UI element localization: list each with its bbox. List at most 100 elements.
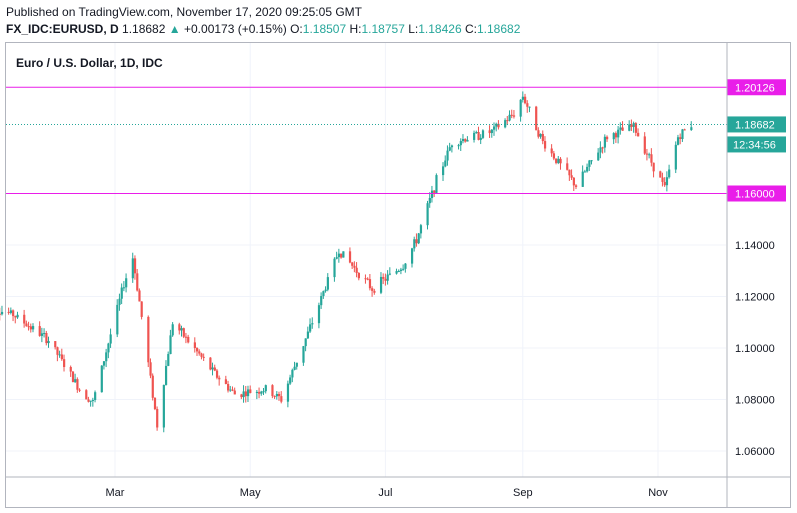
candle-body — [227, 383, 230, 391]
candle-body — [637, 132, 640, 137]
candle-body — [286, 383, 290, 402]
candle-body — [9, 310, 13, 313]
candle-body — [492, 126, 496, 130]
published-caption: Published on TradingView.com, November 1… — [6, 5, 362, 19]
candle-body — [60, 354, 64, 360]
y-tick-label: 1.14000 — [735, 240, 775, 252]
candle-body — [357, 272, 360, 279]
candle-body — [180, 328, 183, 331]
candle-body — [264, 385, 267, 392]
candle-body — [413, 239, 416, 249]
candle-body — [645, 153, 649, 155]
candle-body — [320, 296, 323, 306]
candle-body — [202, 356, 205, 358]
candle-body — [91, 399, 95, 401]
candle-body — [510, 114, 513, 116]
candle-body — [196, 348, 199, 352]
symbol-name: FX_IDC:EURUSD, D — [6, 22, 119, 36]
candle-body — [337, 253, 341, 258]
candle-body — [209, 357, 212, 370]
candle-body — [495, 123, 498, 127]
candle-body — [399, 269, 403, 271]
candle-body — [89, 400, 92, 402]
candle-body — [435, 175, 438, 193]
candle-body — [342, 251, 345, 258]
level-price-label: 1.16000 — [735, 189, 775, 201]
candle-body — [619, 127, 622, 130]
candle-body — [271, 385, 274, 397]
change-value: +0.00173 (+0.15%) — [184, 22, 287, 36]
y-tick-label: 1.06000 — [735, 446, 775, 458]
candle-body — [295, 362, 298, 367]
candle-body — [0, 313, 1, 315]
candle-body — [56, 347, 59, 355]
candle-body — [543, 141, 547, 149]
candle-body — [382, 276, 385, 279]
candle-body — [151, 375, 154, 398]
candle-body — [289, 377, 292, 384]
candle-body — [614, 133, 618, 138]
level-price-label: 1.20126 — [735, 82, 775, 94]
candle-body — [260, 391, 263, 394]
candle-body — [676, 137, 680, 145]
close-label: C: — [464, 22, 477, 36]
candle-body — [617, 129, 620, 138]
candle-body — [156, 409, 159, 428]
candle-body — [164, 365, 168, 385]
candle-body — [541, 133, 544, 142]
candle-body — [659, 171, 662, 178]
candle-body — [459, 141, 462, 146]
candle-body — [508, 114, 511, 121]
candle-body — [149, 362, 152, 376]
candle-body — [557, 158, 560, 163]
candle-body — [275, 394, 278, 397]
chart-frame — [5, 42, 791, 508]
candle-body — [632, 123, 635, 127]
candle-body — [291, 369, 294, 378]
x-tick-label: May — [240, 487, 261, 499]
time-axis: Mar May Jul Sep Nov — [6, 476, 790, 499]
candle-body — [105, 352, 108, 362]
chart-grid — [6, 43, 726, 477]
candle-body — [464, 138, 467, 142]
candle-body — [273, 396, 276, 398]
candle-body — [120, 287, 123, 299]
candle-body — [648, 154, 651, 156]
candle-body — [650, 154, 653, 163]
candle-body — [539, 133, 542, 137]
candle-body — [488, 130, 491, 134]
candle-body — [340, 253, 343, 258]
candle-body — [244, 391, 247, 397]
candle-body — [94, 392, 97, 400]
candle-body — [200, 353, 203, 357]
candle-body — [634, 123, 638, 133]
candle-body — [78, 389, 81, 391]
candle-body — [171, 324, 174, 336]
candle-body — [311, 323, 314, 325]
candle-body — [231, 389, 234, 391]
candle-body — [466, 139, 469, 142]
candle-body — [14, 316, 17, 318]
candle-body — [249, 389, 252, 394]
candle-body — [304, 338, 307, 347]
candle-body — [550, 148, 553, 154]
low-label: L: — [408, 22, 419, 36]
candle-body — [87, 399, 90, 402]
price-axis: 1.06000 1.08000 1.10000 1.12000 1.14000 — [726, 43, 775, 507]
candle-body — [116, 304, 119, 335]
candle-body — [497, 123, 500, 128]
candle-body — [475, 132, 478, 134]
candle-body — [215, 370, 219, 378]
candle-body — [599, 147, 602, 153]
candle-body — [674, 144, 677, 170]
change-arrow-icon: ▲ — [168, 22, 181, 36]
candle-body — [0, 311, 4, 315]
candle-body — [568, 169, 571, 176]
candle-body — [27, 326, 30, 328]
candle-body — [7, 311, 10, 313]
candle-body — [12, 310, 15, 317]
candle-body — [140, 301, 143, 317]
candle-body — [402, 268, 405, 270]
candle-body — [240, 394, 243, 398]
